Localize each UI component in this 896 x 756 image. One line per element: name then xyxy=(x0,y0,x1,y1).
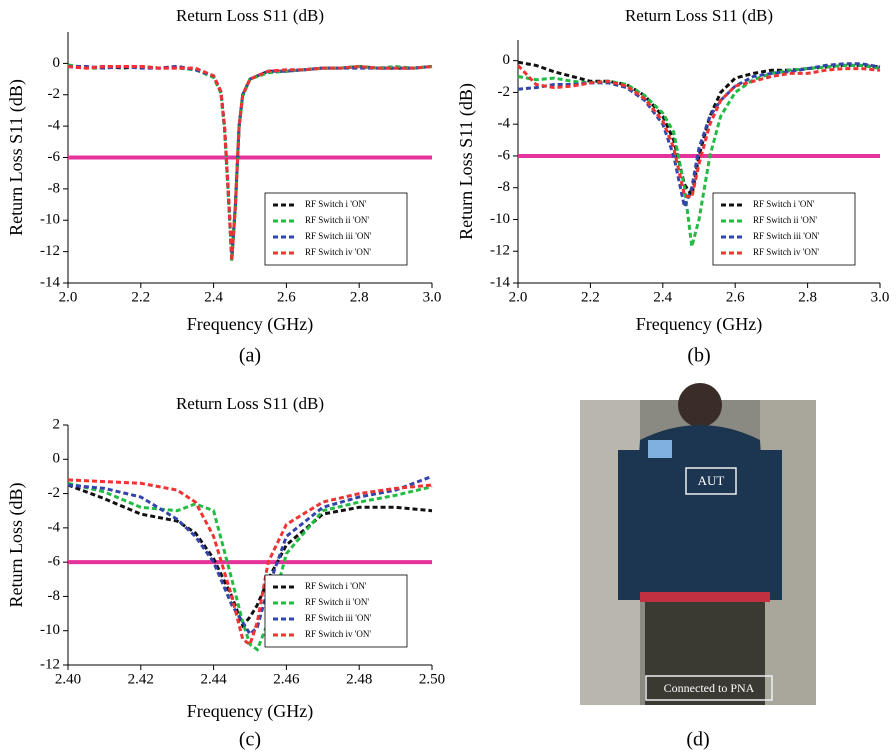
x-tick-label: 2.42 xyxy=(128,671,154,687)
y-tick-label: -6 xyxy=(498,147,511,163)
legend-box xyxy=(264,574,408,648)
legend-label: RF Switch iii 'ON' xyxy=(305,613,372,623)
x-axis-label: Frequency (GHz) xyxy=(636,314,762,335)
arm xyxy=(760,450,782,600)
x-tick-label: 3.0 xyxy=(871,289,890,305)
chart-title: Return Loss S11 (dB) xyxy=(176,394,324,413)
chart: Return Loss S11 (dB) Frequency (GHz) Retur… xyxy=(6,394,445,751)
x-tick-label: 2.48 xyxy=(346,671,372,687)
label-box xyxy=(685,467,737,495)
y-tick-label: -6 xyxy=(48,149,61,165)
x-tick-label: 2.6 xyxy=(726,289,745,305)
x-axis-label: Frequency (GHz) xyxy=(187,314,313,335)
y-tick-label: 0 xyxy=(503,52,511,68)
y-tick-label: -2 xyxy=(48,485,61,501)
legend-box xyxy=(712,192,856,266)
y-tick-label: -14 xyxy=(490,274,510,290)
x-tick-label: 2.8 xyxy=(798,289,817,305)
y-tick-label: 2 xyxy=(53,416,61,432)
series-line xyxy=(67,474,433,637)
legend-label: RF Switch iv 'ON' xyxy=(305,629,371,639)
chart-title: Return Loss S11 (dB) xyxy=(176,6,324,25)
y-tick-label: 0 xyxy=(53,55,61,71)
x-axis-label: Frequency (GHz) xyxy=(187,701,313,722)
y-tick-label: -4 xyxy=(498,116,511,132)
x-tick-label: 2.8 xyxy=(350,289,369,305)
chart: Return Loss S11 (dB) Frequency (GHz) Retur… xyxy=(456,6,889,367)
x-tick-label: 2.0 xyxy=(509,289,528,305)
y-tick-label: -12 xyxy=(40,656,60,672)
legend-label: RF Switch ii 'ON' xyxy=(753,215,817,225)
y-tick-label: -10 xyxy=(490,211,510,227)
series-line xyxy=(517,60,881,200)
legend-label: RF Switch i 'ON' xyxy=(753,199,815,209)
y-tick-label: 0 xyxy=(53,451,61,467)
antenna xyxy=(648,440,672,458)
photo-panel: AUT Connected to PNA (d) xyxy=(580,383,816,751)
y-tick-label: -10 xyxy=(40,622,60,638)
y-tick-label: -12 xyxy=(40,243,60,259)
chart: Return Loss S11 (dB) Frequency (GHz) Retur… xyxy=(6,6,441,367)
x-tick-label: 2.50 xyxy=(419,671,445,687)
belt xyxy=(640,592,770,602)
series-line xyxy=(516,64,881,199)
x-tick-label: 2.0 xyxy=(59,289,78,305)
x-tick-label: 2.4 xyxy=(653,289,672,305)
x-tick-label: 2.6 xyxy=(277,289,296,305)
photo-label: Connected to PNA xyxy=(664,681,755,695)
y-axis-label: Return Loss S11 (dB) xyxy=(456,83,477,240)
panel-caption: (d) xyxy=(686,729,709,751)
y-tick-label: -4 xyxy=(48,519,61,535)
series-line xyxy=(67,478,433,647)
x-tick-label: 2.2 xyxy=(581,289,600,305)
legend-label: RF Switch iii 'ON' xyxy=(753,231,820,241)
legend-label: RF Switch i 'ON' xyxy=(305,199,367,209)
series-line xyxy=(67,481,433,652)
y-tick-label: -8 xyxy=(48,180,61,196)
chart-title: Return Loss S11 (dB) xyxy=(625,6,773,25)
legend-label: RF Switch iv 'ON' xyxy=(753,247,819,257)
legend-label: RF Switch i 'ON' xyxy=(305,581,367,591)
series-line xyxy=(67,483,433,629)
y-tick-label: -8 xyxy=(48,588,61,604)
legend-label: RF Switch ii 'ON' xyxy=(305,215,369,225)
x-tick-label: 2.44 xyxy=(200,671,227,687)
y-tick-label: -6 xyxy=(48,554,61,570)
y-tick-label: -8 xyxy=(498,179,511,195)
y-tick-label: -2 xyxy=(498,84,511,100)
x-tick-label: 2.2 xyxy=(131,289,150,305)
head xyxy=(678,383,722,427)
legend-label: RF Switch iii 'ON' xyxy=(305,231,372,241)
y-axis-label: Return Loss (dB) xyxy=(6,483,27,608)
x-tick-label: 2.40 xyxy=(55,671,81,687)
series-line xyxy=(68,64,433,259)
panel-caption: (a) xyxy=(239,345,261,367)
x-tick-label: 2.4 xyxy=(204,289,223,305)
y-tick-label: -4 xyxy=(48,118,61,134)
trousers xyxy=(645,602,765,705)
y-tick-label: -12 xyxy=(490,243,510,259)
x-tick-label: 3.0 xyxy=(423,289,442,305)
y-tick-label: -10 xyxy=(40,212,60,228)
panel-caption: (b) xyxy=(687,345,710,367)
legend-label: RF Switch ii 'ON' xyxy=(305,597,369,607)
panel-caption: (c) xyxy=(239,729,261,751)
legend-label: RF Switch iv 'ON' xyxy=(305,247,371,257)
y-tick-label: -14 xyxy=(40,274,60,290)
series-line xyxy=(517,62,881,213)
label-box xyxy=(645,675,773,701)
y-axis-label: Return Loss S11 (dB) xyxy=(6,79,27,236)
photo-label: AUT xyxy=(698,473,725,488)
legend-box xyxy=(264,192,408,266)
x-tick-label: 2.46 xyxy=(273,671,300,687)
y-tick-label: -2 xyxy=(48,86,61,102)
arm xyxy=(618,450,640,600)
